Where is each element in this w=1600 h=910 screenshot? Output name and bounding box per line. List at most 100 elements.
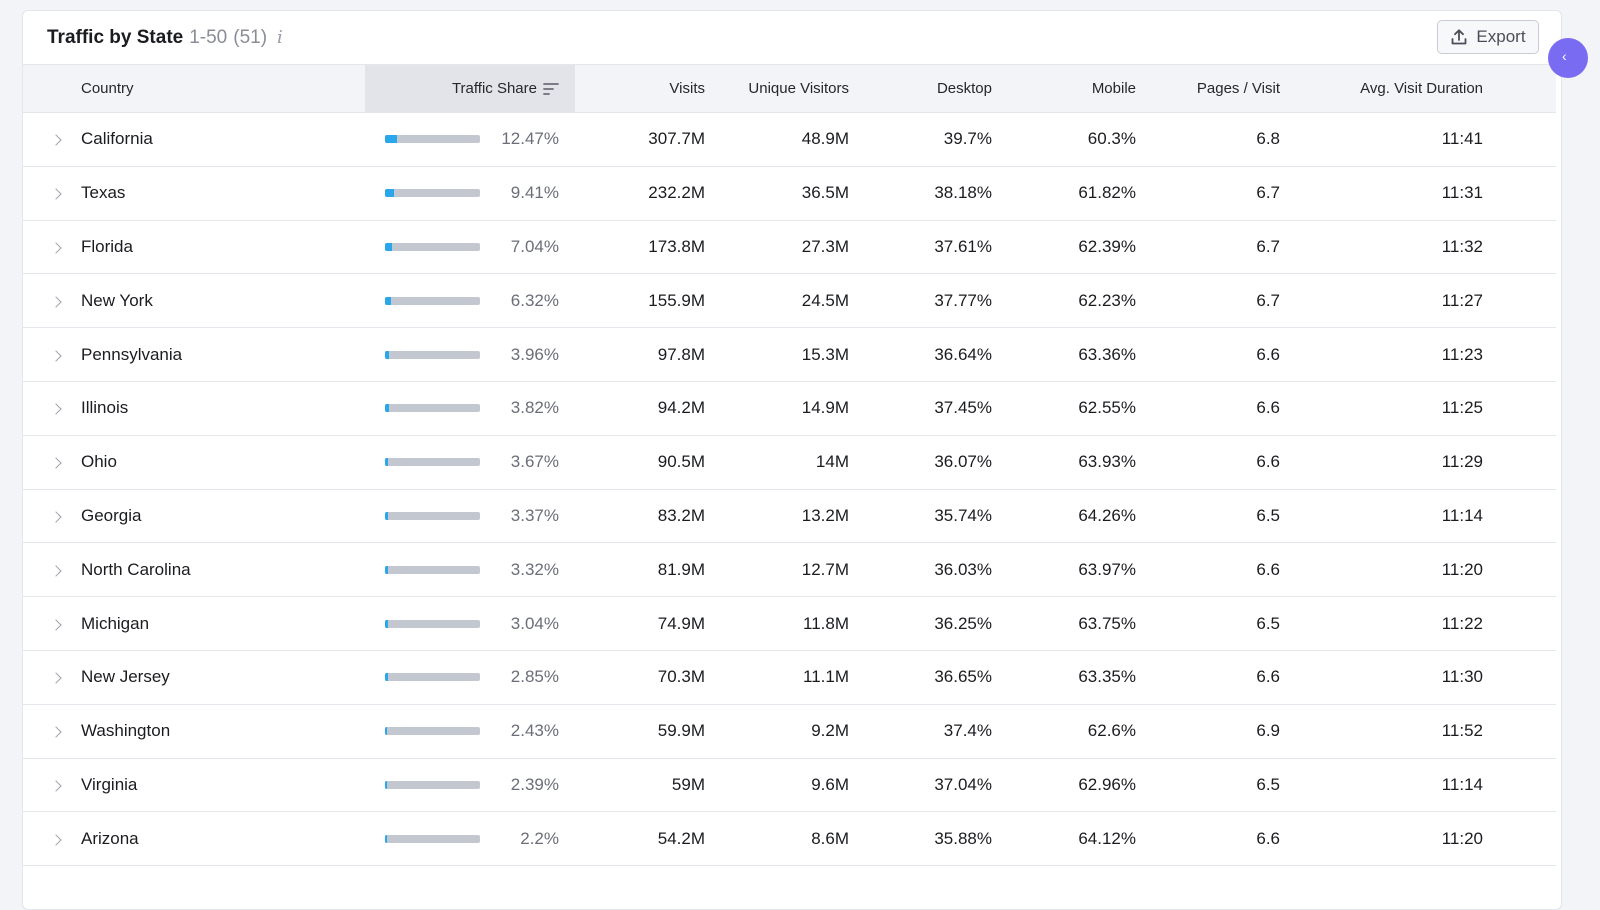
chevron-right-icon[interactable]: [50, 511, 62, 523]
table-row[interactable]: Texas 9.41% 232.2M 36.5M 38.18% 61.82% 6.7 11:3…: [23, 166, 1556, 221]
sort-descending-icon[interactable]: [543, 82, 559, 96]
mobile-value: 62.96%: [1078, 774, 1136, 794]
avg-visit-duration-value: 11:30: [1441, 667, 1483, 687]
row-trailing-spacer: [1483, 220, 1556, 274]
avg-visit-duration-value: 11:32: [1441, 236, 1483, 256]
table-row[interactable]: Georgia 3.37% 83.2M 13.2M 35.74% 64.26% 6.5 11:…: [23, 489, 1556, 543]
pages-per-visit-value: 6.6: [1256, 559, 1280, 579]
table-row[interactable]: Florida 7.04% 173.8M 27.3M 37.61% 62.39% 6.7 11…: [23, 220, 1556, 274]
unique-visitors-value: 15.3M: [801, 344, 849, 364]
chevron-right-icon[interactable]: [50, 834, 62, 846]
result-count: (51): [233, 26, 268, 48]
expand-cell: [23, 274, 81, 328]
traffic-share-bar: [385, 350, 480, 359]
column-header-mobile[interactable]: Mobile: [1091, 80, 1136, 97]
expand-cell: [23, 166, 81, 220]
expand-cell: [23, 704, 81, 758]
chevron-right-icon[interactable]: [50, 242, 62, 254]
table-row[interactable]: New Jersey 2.85% 70.3M 11.1M 36.65% 63.35% 6.6…: [23, 650, 1556, 705]
column-header-unique-visitors[interactable]: Unique Visitors: [748, 80, 849, 97]
row-trailing-spacer: [1483, 381, 1556, 435]
expand-cell: [23, 113, 81, 167]
avg-visit-duration-value: 11:52: [1441, 721, 1483, 741]
traffic-share-bar: [385, 135, 480, 144]
info-icon[interactable]: i: [277, 27, 283, 48]
table-row[interactable]: Michigan 3.04% 74.9M 11.8M 36.25% 63.75% 6.5 11…: [23, 597, 1556, 651]
desktop-value: 35.74%: [934, 505, 992, 525]
traffic-share-cell: 2.2%: [365, 812, 575, 866]
traffic-share-value: 3.37%: [510, 505, 559, 525]
unique-visitors-value: 24.5M: [801, 290, 849, 310]
column-header-desktop[interactable]: Desktop: [936, 80, 992, 97]
row-trailing-spacer: [1483, 274, 1556, 328]
state-name: Virginia: [81, 774, 138, 794]
traffic-share-value: 6.32%: [510, 290, 559, 310]
chevron-right-icon[interactable]: [50, 672, 62, 685]
expand-cell: [23, 543, 81, 597]
table-row[interactable]: Ohio 3.67% 90.5M 14M 36.07% 63.93% 6.6 11:29: [23, 435, 1556, 490]
table-row[interactable]: California 12.47% 307.7M 48.9M 39.7% 60.3% 6.8…: [23, 113, 1556, 167]
desktop-value: 36.25%: [934, 613, 992, 633]
header-trailing-spacer: [1483, 65, 1556, 113]
chevron-right-icon[interactable]: [50, 457, 62, 469]
traffic-share-wrap: 7.04%: [365, 237, 575, 257]
visits-value: 94.2M: [657, 398, 705, 418]
expand-cell: [23, 597, 81, 651]
table-row[interactable]: Illinois 3.82% 94.2M 14.9M 37.45% 62.55% 6.6 11…: [23, 381, 1556, 436]
chevron-right-icon[interactable]: [50, 618, 62, 631]
chevron-right-icon[interactable]: [50, 726, 62, 738]
traffic-share-value: 3.32%: [510, 559, 559, 579]
unique-visitors-value: 11.1M: [803, 667, 849, 687]
traffic-share-cell: 6.32%: [365, 274, 575, 328]
unique-visitors-value: 13.2M: [801, 505, 849, 525]
state-name: Washington: [81, 721, 171, 741]
column-header-visits[interactable]: Visits: [669, 80, 705, 97]
chevron-right-icon[interactable]: [50, 134, 62, 147]
assistant-bubble[interactable]: ‹: [1548, 38, 1588, 78]
traffic-share-bar: [385, 242, 480, 251]
chevron-right-icon[interactable]: [50, 349, 62, 362]
traffic-share-bar-fill: [385, 673, 388, 682]
traffic-share-wrap: 3.37%: [365, 506, 575, 526]
table-row[interactable]: Washington 2.43% 59.9M 9.2M 37.4% 62.6% 6.9 11:…: [23, 704, 1556, 759]
traffic-share-wrap: 3.32%: [365, 560, 575, 580]
column-header-country[interactable]: Country: [81, 80, 134, 97]
pages-per-visit-value: 6.6: [1256, 828, 1280, 848]
table-row[interactable]: Pennsylvania 3.96% 97.8M 15.3M 36.64% 63.36% 6…: [23, 328, 1556, 382]
table-row[interactable]: North Carolina 3.32% 81.9M 12.7M 36.03% 63.97…: [23, 543, 1556, 597]
desktop-value: 37.4%: [943, 721, 992, 741]
traffic-share-cell: 2.43%: [365, 704, 575, 758]
row-trailing-spacer: [1483, 328, 1556, 382]
expand-cell: [23, 812, 81, 866]
traffic-table: Country Traffic Share Visits Unique Visi…: [23, 64, 1556, 866]
traffic-share-cell: 3.37%: [365, 489, 575, 543]
traffic-share-wrap: 3.82%: [365, 398, 575, 418]
traffic-share-bar: [385, 189, 480, 198]
state-name: Florida: [81, 236, 133, 256]
mobile-value: 63.36%: [1078, 344, 1136, 364]
traffic-share-value: 3.67%: [510, 452, 559, 472]
table-row[interactable]: Virginia 2.39% 59M 9.6M 37.04% 62.96% 6.5 11:14: [23, 758, 1556, 812]
chevron-right-icon[interactable]: [50, 296, 62, 308]
traffic-share-bar: [385, 565, 480, 574]
chevron-right-icon[interactable]: [50, 565, 62, 577]
table-row[interactable]: Arizona 2.2% 54.2M 8.6M 35.88% 64.12% 6.6 11:20: [23, 812, 1556, 866]
table-row[interactable]: New York 6.32% 155.9M 24.5M 37.77% 62.23% 6.7 1…: [23, 274, 1556, 328]
chevron-right-icon[interactable]: [50, 403, 62, 416]
traffic-share-bar-fill: [385, 565, 389, 574]
export-button[interactable]: Export: [1437, 20, 1539, 54]
row-trailing-spacer: [1483, 113, 1556, 167]
pages-per-visit-value: 6.5: [1256, 774, 1280, 794]
chevron-right-icon[interactable]: [50, 188, 62, 200]
chevron-left-icon: ‹: [1562, 48, 1567, 64]
traffic-share-cell: 9.41%: [365, 166, 575, 220]
traffic-share-bar-fill: [385, 458, 389, 467]
unique-visitors-value: 36.5M: [801, 183, 849, 203]
traffic-share-value: 9.41%: [510, 183, 559, 203]
column-header-traffic-share[interactable]: Traffic Share: [365, 64, 575, 113]
state-name: Texas: [81, 183, 126, 203]
chevron-right-icon[interactable]: [50, 780, 62, 792]
column-header-pages-per-visit[interactable]: Pages / Visit: [1196, 80, 1280, 97]
column-header-avg-visit-duration[interactable]: Avg. Visit Duration: [1360, 80, 1483, 97]
avg-visit-duration-value: 11:27: [1441, 290, 1483, 310]
